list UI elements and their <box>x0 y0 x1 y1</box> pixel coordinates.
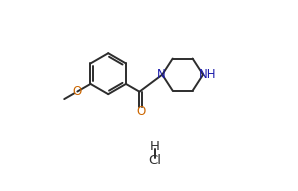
Text: N: N <box>156 68 165 81</box>
Text: O: O <box>136 104 145 117</box>
Text: O: O <box>73 85 82 98</box>
Text: Cl: Cl <box>148 154 161 168</box>
Text: H: H <box>150 140 160 153</box>
Text: NH: NH <box>198 68 216 81</box>
